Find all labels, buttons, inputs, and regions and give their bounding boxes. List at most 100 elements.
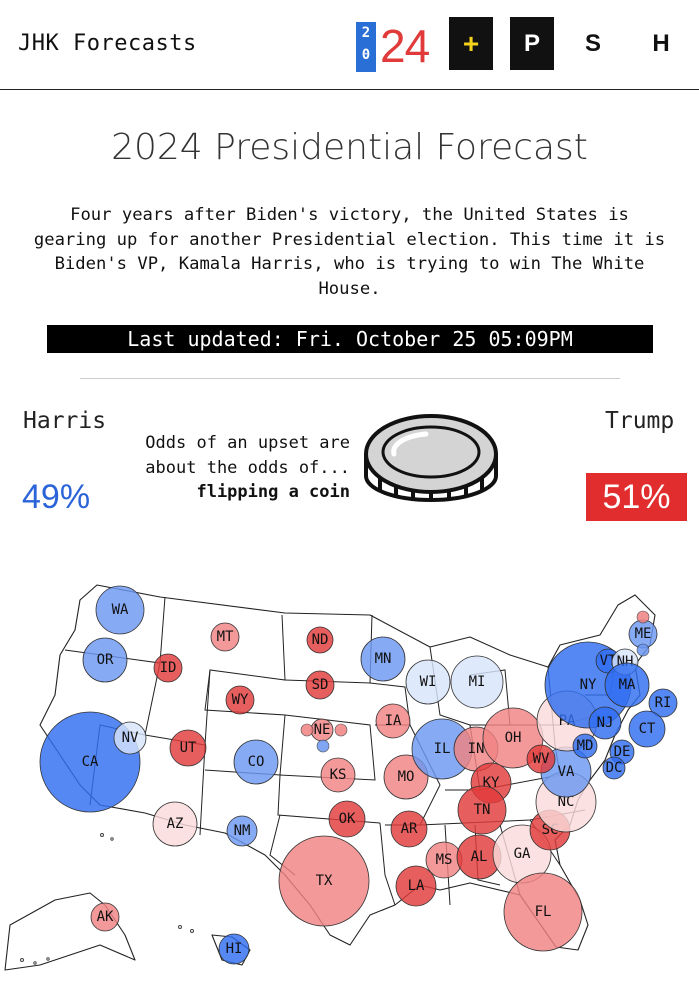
state-marker-nv[interactable]: NV: [113, 721, 147, 755]
state-label: CA: [82, 754, 99, 770]
state-label: FL: [535, 904, 552, 920]
state-marker-ok[interactable]: OK: [328, 800, 366, 838]
state-marker-wv[interactable]: WV: [526, 744, 556, 774]
electoral-map: WA OR CA NV ID MT WY UT AZ CO NM ND SD NE KS OK TX MN IA MO…: [4, 584, 678, 971]
coin-icon: [364, 414, 498, 502]
state-marker-tn[interactable]: TN: [457, 785, 507, 835]
state-label: NE: [314, 722, 331, 738]
state-marker-mi[interactable]: MI: [450, 655, 504, 709]
state-bubble: [278, 835, 370, 927]
2024-logo[interactable]: 2 0 24: [356, 20, 434, 72]
state-bubble: [450, 655, 504, 709]
odds-text-line: about the odds of...: [145, 458, 350, 478]
state-marker-ri[interactable]: RI: [648, 688, 678, 718]
state-marker-id[interactable]: ID: [153, 653, 183, 683]
page-title: 2024 Presidential Forecast: [111, 127, 588, 168]
intro-line: Four years after Biden's victory, the Un…: [70, 205, 629, 225]
state-bubble: [628, 710, 666, 748]
state-bubble: [457, 785, 507, 835]
state-marker-ma[interactable]: MA: [604, 662, 650, 708]
top-navigation-bar: JHK Forecasts 2 0 24 + P S H: [0, 0, 699, 90]
state-marker-nm[interactable]: NM: [226, 815, 258, 847]
state-marker-az[interactable]: AZ: [152, 801, 198, 847]
state-label: NJ: [597, 715, 614, 731]
state-marker-hi[interactable]: HI: [218, 933, 250, 965]
state-marker-ks[interactable]: KS: [320, 757, 356, 793]
state-marker-wi[interactable]: WI: [405, 659, 451, 705]
state-marker-ia[interactable]: IA: [375, 703, 411, 739]
map-decorations: [20, 833, 194, 965]
me-district-marker: [636, 643, 650, 657]
state-label: WY: [232, 692, 249, 708]
state-bubble: [360, 636, 406, 682]
state-marker-nd[interactable]: ND: [306, 626, 334, 654]
state-label: TX: [316, 873, 333, 889]
state-marker-or[interactable]: OR: [82, 637, 128, 683]
state-bubble: [405, 659, 451, 705]
logo-digit-0: 0: [361, 47, 371, 63]
odds-text-line: Odds of an upset are: [145, 433, 350, 453]
state-marker-md[interactable]: MD: [572, 733, 598, 759]
nav-house-button[interactable]: H: [652, 30, 670, 57]
state-marker-tx[interactable]: TX: [278, 835, 370, 927]
state-bubble: [210, 622, 240, 652]
state-label: AL: [471, 849, 488, 865]
state-marker-ne[interactable]: NE: [310, 718, 334, 742]
state-marker-wy[interactable]: WY: [225, 685, 255, 715]
state-label: CT: [639, 721, 656, 737]
state-label: NV: [122, 730, 139, 746]
state-bubble: [648, 688, 678, 718]
state-bubble: [390, 810, 428, 848]
state-marker-ar[interactable]: AR: [390, 810, 428, 848]
state-label: AZ: [167, 816, 184, 832]
state-label: OK: [339, 811, 356, 827]
state-bubble: [328, 800, 366, 838]
state-bubble: [90, 902, 120, 932]
state-bubble: [526, 744, 556, 774]
state-bubble: [395, 865, 437, 907]
state-bubble: [95, 585, 145, 635]
state-bubble: [306, 626, 334, 654]
state-label: HI: [226, 941, 243, 957]
state-marker-co[interactable]: CO: [233, 739, 279, 785]
state-marker-sd[interactable]: SD: [305, 670, 335, 700]
site-brand-link[interactable]: JHK Forecasts: [18, 31, 197, 56]
nav-plus-button[interactable]: +: [449, 17, 493, 70]
state-label: MS: [436, 852, 453, 868]
ne-district-marker: [334, 723, 348, 737]
state-marker-al[interactable]: AL: [456, 834, 502, 880]
state-label: LA: [408, 878, 425, 894]
last-updated-banner: Last updated: Fri. October 25 05:09PM: [47, 325, 653, 353]
state-label: WA: [112, 602, 129, 618]
state-label: GA: [514, 846, 531, 862]
state-marker-wa[interactable]: WA: [95, 585, 145, 635]
state-marker-mn[interactable]: MN: [360, 636, 406, 682]
state-marker-fl[interactable]: FL: [503, 872, 583, 952]
state-label: ME: [635, 626, 652, 642]
nav-senate-button[interactable]: S: [584, 30, 601, 57]
ne-district-marker: [316, 739, 330, 753]
state-marker-ak[interactable]: AK: [90, 902, 120, 932]
state-marker-la[interactable]: LA: [395, 865, 437, 907]
logo-year-digits: 2 0: [356, 22, 376, 72]
state-label: MN: [375, 651, 392, 667]
intro-line: House.: [318, 278, 381, 299]
state-label: VA: [558, 764, 575, 780]
state-label: MI: [469, 674, 486, 690]
state-label: OH: [505, 730, 522, 746]
state-bubble: [375, 703, 411, 739]
state-marker-ms[interactable]: MS: [425, 841, 463, 879]
nav-presidential-button[interactable]: P: [510, 17, 554, 70]
state-label: AR: [401, 821, 418, 837]
state-marker-ut[interactable]: UT: [169, 729, 207, 767]
state-bubble: [218, 933, 250, 965]
state-marker-mt[interactable]: MT: [210, 622, 240, 652]
state-bubble: [588, 706, 622, 740]
state-marker-nj[interactable]: NJ: [588, 706, 622, 740]
state-label: MA: [619, 677, 636, 693]
state-label: UT: [180, 740, 197, 756]
logo-big-number: 24: [380, 20, 430, 72]
state-marker-ct[interactable]: CT: [628, 710, 666, 748]
state-label: WV: [533, 751, 550, 767]
state-marker-dc[interactable]: DC: [602, 756, 626, 780]
